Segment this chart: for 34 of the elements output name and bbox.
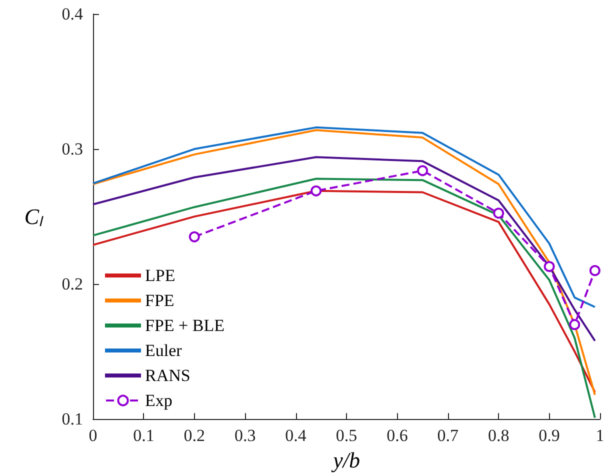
point: [417, 165, 428, 176]
legend-label: FPE: [145, 291, 174, 310]
y-tick-label: 0.4: [62, 4, 84, 24]
x-tick-label: 1: [596, 426, 604, 446]
y-tick-label: 0.1: [62, 410, 83, 429]
point: [188, 231, 200, 242]
legend-label: Euler: [145, 341, 182, 360]
line-series: [92, 129, 596, 396]
point: [589, 265, 600, 276]
x-tick-label: 0.5: [336, 426, 358, 446]
legend-label: FPE + BLE: [145, 316, 224, 335]
x-tick-label: 0.2: [184, 426, 206, 446]
x-tick-label: 0: [88, 426, 98, 446]
legend-label: LPE: [145, 266, 176, 285]
point: [310, 185, 322, 196]
y-axis-title: Cₗ: [24, 204, 44, 230]
point: [569, 319, 580, 330]
x-tick-label: 0.6: [386, 426, 408, 446]
line-series: [92, 156, 596, 342]
point: [493, 208, 504, 219]
y-tick-label: 0.3: [62, 140, 83, 159]
line-series: [92, 126, 596, 308]
x-tick-label: 0.1: [133, 426, 154, 446]
x-axis-title: y/b: [331, 448, 360, 472]
x-tick-label: 0.3: [234, 426, 256, 446]
line-series: [92, 178, 596, 419]
x-tick-label: 0.4: [285, 426, 307, 446]
point: [544, 261, 555, 272]
x-tick-label: 0.8: [488, 426, 510, 446]
legend-label: Exp: [145, 391, 172, 410]
x-tick-label: 0.9: [538, 426, 560, 446]
legend-label: RANS: [145, 366, 190, 385]
y-tick-label: 0.2: [62, 274, 83, 294]
x-tick-label: 0.7: [437, 426, 460, 446]
